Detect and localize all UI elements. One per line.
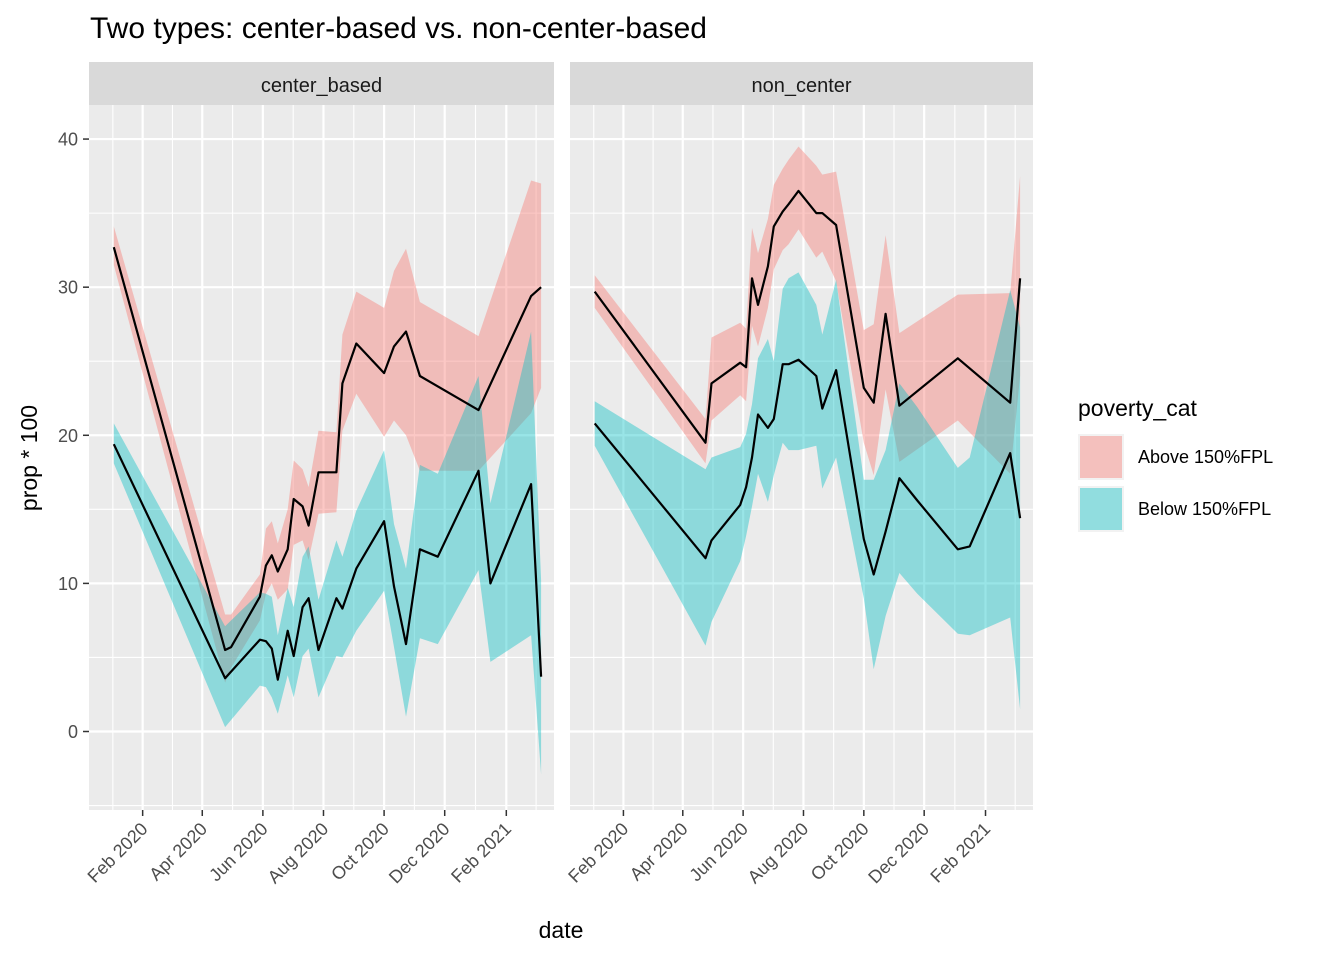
y-axis: 0 10 20 30 40 [58, 130, 89, 742]
y-tick-label: 20 [58, 426, 78, 446]
legend-label: Below 150%FPL [1138, 499, 1271, 519]
ribbon-above-150-fpl [113, 180, 542, 683]
x-axis-title: date [539, 917, 584, 943]
x-tick-label: Feb 2021 [447, 819, 515, 887]
x-tick-label: Jun 2020 [685, 819, 752, 886]
ribbon-below-150-fpl [113, 331, 542, 775]
chart-title: Two types: center-based vs. non-center-b… [90, 12, 707, 45]
x-tick-label: Apr 2020 [145, 819, 211, 885]
y-axis-title: prop * 100 [16, 405, 42, 511]
facet-strip-label: non_center [751, 75, 851, 97]
x-tick-label: Dec 2020 [864, 819, 933, 888]
x-tick-label: Feb 2020 [84, 819, 152, 887]
x-tick-label: Apr 2020 [626, 819, 692, 885]
panel-data [112, 180, 543, 775]
x-tick-label: Oct 2020 [807, 819, 873, 885]
ribbon-below-150-fpl [594, 272, 1021, 710]
panel-background [570, 105, 1033, 810]
line-below-150-fpl [112, 443, 543, 681]
legend-label: Above 150%FPL [1138, 447, 1273, 467]
line-above-150-fpl [593, 189, 1022, 444]
y-tick-label: 40 [58, 130, 78, 150]
panel-background [89, 105, 554, 810]
x-tick-label: Aug 2020 [744, 819, 813, 888]
x-tick-label: Feb 2020 [564, 819, 632, 887]
facet-strip-label: center_based [261, 75, 382, 97]
x-tick-label: Jun 2020 [205, 819, 272, 886]
legend: poverty_cat Above 150%FPL Below 150%FPL [1078, 395, 1273, 532]
line-below-150-fpl [593, 358, 1022, 576]
x-tick-label: Dec 2020 [385, 819, 454, 888]
x-tick-label: Aug 2020 [264, 819, 333, 888]
legend-key-above-150-fpl [1078, 434, 1124, 480]
panel-data [593, 146, 1022, 710]
legend-title: poverty_cat [1078, 395, 1198, 421]
y-tick-label: 10 [58, 574, 78, 594]
x-tick-label: Feb 2021 [926, 819, 994, 887]
legend-key-below-150-fpl [1078, 486, 1124, 532]
x-tick-label: Oct 2020 [327, 819, 393, 885]
line-above-150-fpl [112, 246, 542, 652]
facet-strip [570, 62, 1033, 105]
facet-strip [89, 62, 554, 105]
y-tick-label: 30 [58, 278, 78, 298]
y-tick-label: 0 [68, 722, 78, 742]
